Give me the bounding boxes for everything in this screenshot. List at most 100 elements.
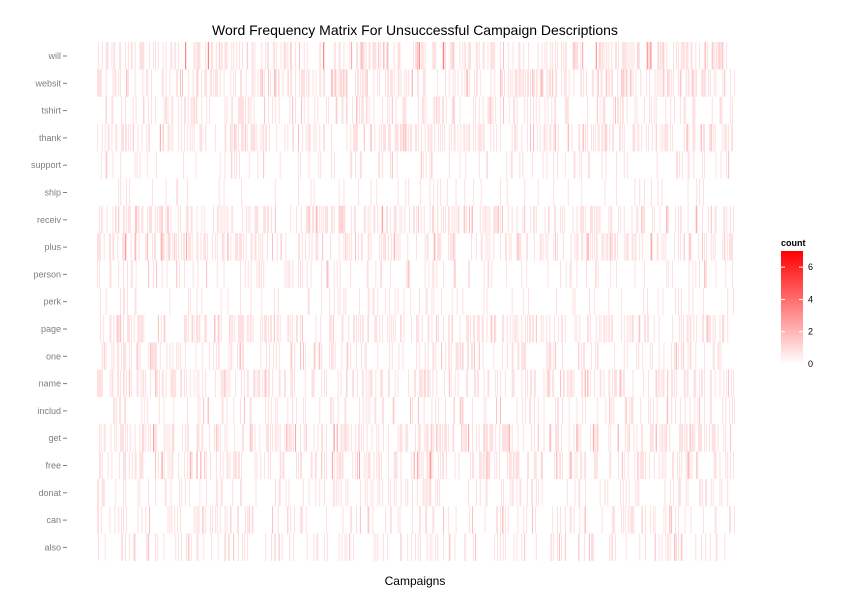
heatmap-cell [204,451,206,479]
heatmap-cell [339,205,341,234]
heatmap-cell [423,478,425,507]
heatmap-cell [622,42,624,70]
heatmap-cell [532,151,533,179]
heatmap-cell [196,533,198,561]
heatmap-cell [291,369,293,398]
heatmap-cell [573,424,575,452]
heatmap-cell [448,315,450,343]
heatmap-cell [516,533,518,561]
heatmap-cell [576,233,578,261]
heatmap-cell [670,123,672,152]
heatmap-cell [178,451,180,479]
heatmap-cell [204,315,206,343]
heatmap-cell [496,205,498,234]
heatmap-cell [490,69,492,97]
heatmap-cell [170,478,172,507]
heatmap-cell [155,260,157,288]
heatmap-cell [332,396,334,425]
heatmap-cell [206,96,208,125]
heatmap-cell [503,533,504,561]
heatmap-cell [232,478,234,507]
heatmap-cell [659,424,661,452]
heatmap-cell [477,123,479,152]
heatmap-cell [112,233,114,261]
heatmap-cell [181,478,182,507]
heatmap-cell [733,287,734,316]
heatmap-cell [234,151,236,179]
heatmap-cell [98,424,100,452]
heatmap-cell [288,315,290,343]
heatmap-cell [271,205,272,234]
heatmap-cell [308,151,310,179]
heatmap-cell [532,478,533,507]
heatmap-cell [174,506,176,534]
heatmap-cell [579,315,581,343]
heatmap-cell [433,287,435,316]
heatmap-cell [364,69,366,97]
heatmap-cell [728,123,730,152]
heatmap-cell [246,369,248,398]
heatmap-cell [564,533,566,561]
heatmap-cell [167,96,169,125]
heatmap-cell [563,69,565,97]
heatmap-cell [329,315,331,343]
heatmap-cell [298,451,299,479]
heatmap-cell [355,424,356,452]
heatmap-cell [202,342,204,370]
heatmap-cell [121,123,123,152]
heatmap-cell [727,233,729,261]
heatmap-cell [411,123,413,152]
heatmap-cell [343,424,345,452]
heatmap-cell [321,424,323,452]
heatmap-cell [661,424,663,452]
heatmap-cell [696,69,698,97]
heatmap-cell [689,451,691,479]
heatmap-cell [216,69,218,97]
heatmap-cell [603,315,605,343]
heatmap-cell [489,205,491,234]
heatmap-cell [701,424,703,452]
heatmap-cell [380,369,382,398]
heatmap-cell [464,205,466,234]
heatmap-cell [689,315,691,343]
heatmap-cell [432,506,434,534]
heatmap-cell [724,123,726,152]
heatmap-cell [632,369,634,398]
heatmap-cell [199,123,201,152]
heatmap-cell [714,424,716,452]
heatmap-cell [687,451,689,479]
heatmap-cell [456,287,458,316]
heatmap-cell [155,424,157,452]
heatmap-cell [634,123,636,152]
heatmap-cell [573,69,575,97]
heatmap-cell [103,342,105,370]
heatmap-cell [195,506,197,534]
heatmap-cell [730,451,732,479]
heatmap-cell [633,123,635,152]
heatmap-cell [637,451,639,479]
heatmap-cell [379,315,381,343]
heatmap-cell [676,369,677,398]
heatmap-cell [543,396,545,425]
heatmap-cell [537,178,539,206]
heatmap-cell [649,396,651,425]
heatmap-cell [162,42,164,70]
heatmap-cell [436,260,438,288]
heatmap-cell [370,123,372,152]
heatmap-cell [105,342,107,370]
heatmap-cell [535,533,537,561]
heatmap-cell [418,42,420,70]
heatmap-cell [359,315,361,343]
heatmap-cell [657,233,659,261]
heatmap-cell [373,451,375,479]
heatmap-cell [127,205,129,234]
heatmap-cell [358,424,359,452]
heatmap-cell [126,315,128,343]
heatmap-cell [106,42,108,70]
heatmap-cell [706,233,707,261]
heatmap-cell [222,396,224,425]
heatmap-cell [665,451,667,479]
heatmap-cell [185,315,187,343]
heatmap-cell [369,42,371,70]
heatmap-cell [227,233,229,261]
